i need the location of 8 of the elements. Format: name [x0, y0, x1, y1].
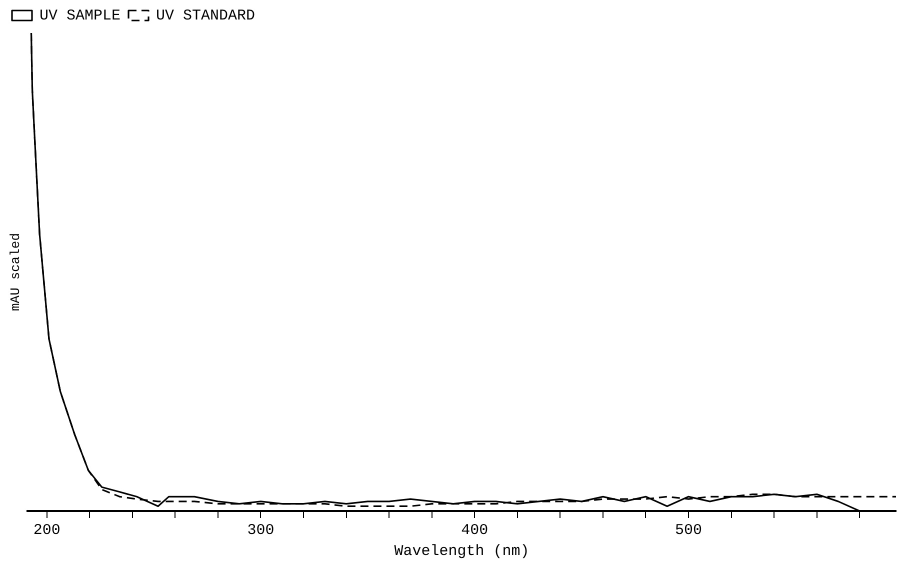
x-tick-label: 300 [247, 522, 274, 539]
x-tick-label: 500 [675, 522, 702, 539]
x-tick-label: 400 [461, 522, 488, 539]
y-axis-title: mAU scaled [8, 232, 24, 312]
legend-label: UV SAMPLE [40, 7, 121, 24]
legend-label: UV STANDARD [156, 7, 256, 24]
x-tick-label: 200 [33, 522, 60, 539]
x-axis-title: Wavelength (nm) [394, 542, 530, 560]
